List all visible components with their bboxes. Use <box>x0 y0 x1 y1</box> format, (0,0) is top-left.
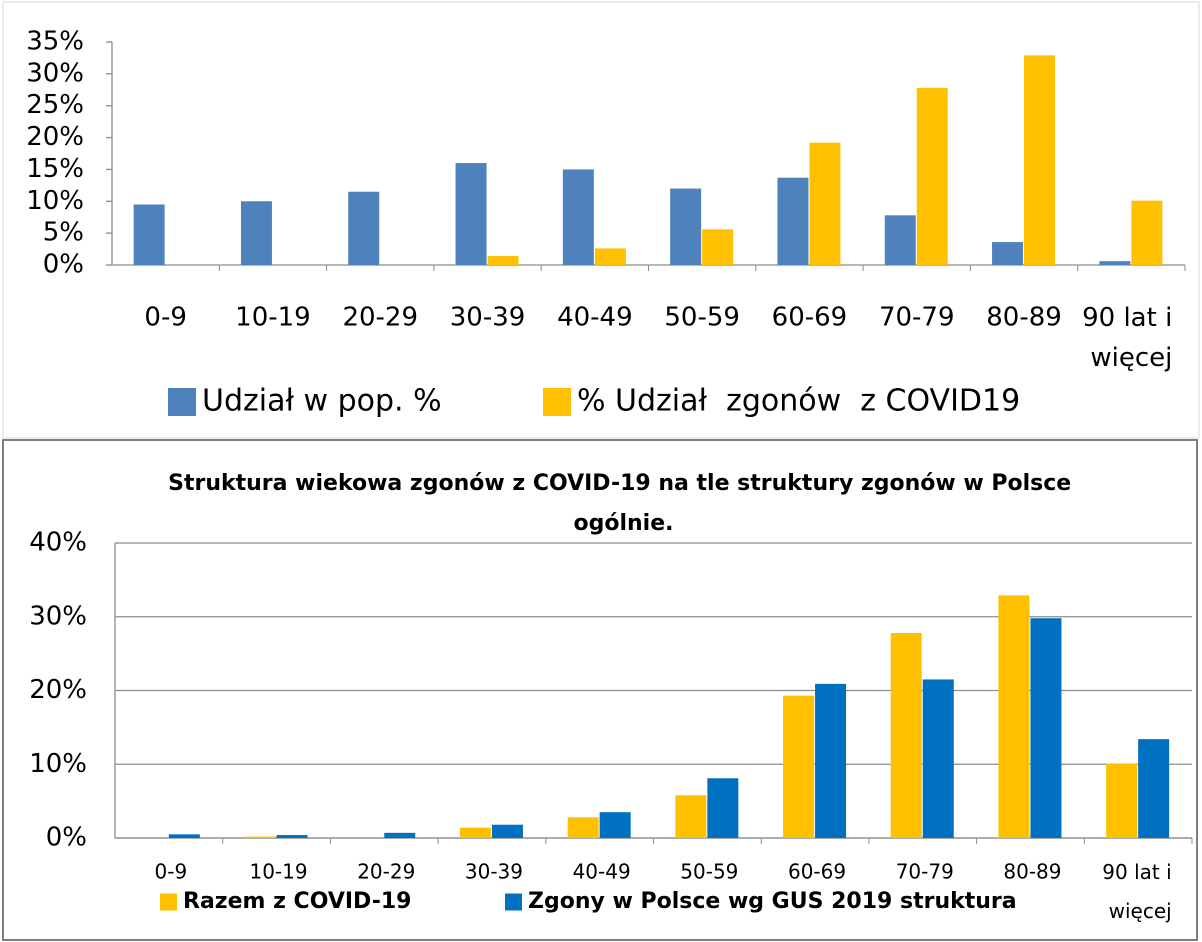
bar <box>890 632 922 838</box>
bar <box>244 836 276 838</box>
bar <box>777 177 809 265</box>
x-tick-label: 50-59 <box>680 860 738 884</box>
bar <box>491 824 523 838</box>
bar <box>1030 618 1062 838</box>
bar <box>992 242 1024 265</box>
bar <box>348 191 380 265</box>
bar <box>707 778 739 838</box>
legend-label: % Udział zgonów z COVID19 <box>577 384 1020 419</box>
legend-swatch <box>160 893 177 911</box>
x-tick-label: 10-19 <box>249 860 307 884</box>
bar <box>384 832 416 838</box>
x-tick-label: 80-89 <box>986 303 1062 333</box>
y-tick-label: 30% <box>29 601 87 631</box>
x-tick-label: 0-9 <box>144 303 186 333</box>
bar <box>998 595 1030 838</box>
bar <box>670 188 702 265</box>
bar <box>702 229 734 265</box>
chart-frame <box>2 1 1200 439</box>
x-tick-label: 60-69 <box>788 860 846 884</box>
bar <box>809 142 841 265</box>
bar <box>1024 55 1056 265</box>
chart-frame <box>2 439 1198 941</box>
bar <box>240 201 272 265</box>
bar <box>916 87 948 265</box>
bar <box>599 812 631 838</box>
x-tick-label: 50-59 <box>664 303 740 333</box>
bar <box>922 679 954 838</box>
x-tick-label: 30-39 <box>465 860 523 884</box>
bar <box>455 163 487 265</box>
bar <box>133 204 165 265</box>
legend-swatch <box>543 388 571 416</box>
y-tick-label: 0% <box>43 250 84 280</box>
x-tick-label: 20-29 <box>342 303 418 333</box>
x-tick-label: 60-69 <box>772 303 848 333</box>
y-tick-label: 20% <box>26 122 84 152</box>
y-tick-label: 10% <box>26 186 84 216</box>
bar <box>1131 200 1163 265</box>
legend-swatch <box>168 388 196 416</box>
y-tick-label: 15% <box>26 154 84 184</box>
x-tick-label: 90 lat i więcej <box>1082 303 1180 373</box>
legend-label: Udział w pop. % <box>202 384 442 419</box>
bar <box>562 169 594 265</box>
chart-title: Struktura wiekowa zgonów z COVID-19 na t… <box>168 471 1079 536</box>
y-tick-label: 35% <box>26 27 84 57</box>
x-tick-label: 10-19 <box>235 303 311 333</box>
x-tick-label: 40-49 <box>573 860 631 884</box>
bar <box>594 248 626 265</box>
y-tick-label: 30% <box>26 58 84 88</box>
x-tick-label: 30-39 <box>450 303 526 333</box>
legend-label: Zgony w Polsce wg GUS 2019 struktura <box>528 889 1017 914</box>
bar <box>1138 739 1170 838</box>
x-tick-label: 70-79 <box>879 303 955 333</box>
bar <box>815 683 847 838</box>
legend-swatch <box>505 893 522 911</box>
y-tick-label: 0% <box>46 823 87 853</box>
x-tick-label: 70-79 <box>896 860 954 884</box>
bar <box>783 695 815 838</box>
y-tick-label: 10% <box>29 749 87 779</box>
bar <box>459 827 491 838</box>
legend-label: Razem z COVID-19 <box>183 889 411 914</box>
bar <box>675 795 707 838</box>
y-tick-label: 40% <box>29 528 87 558</box>
bar <box>1099 261 1131 265</box>
x-tick-label: 80-89 <box>1003 860 1061 884</box>
y-tick-label: 25% <box>26 90 84 120</box>
bar <box>487 256 519 265</box>
bar <box>1106 763 1138 838</box>
bar <box>276 835 308 838</box>
x-tick-label: 0-9 <box>155 860 188 884</box>
y-tick-label: 5% <box>43 218 84 248</box>
bar <box>567 817 599 838</box>
y-tick-label: 20% <box>29 675 87 705</box>
bar <box>884 215 916 265</box>
bar <box>168 834 200 838</box>
x-tick-label: 40-49 <box>557 303 633 333</box>
x-tick-label: 90 lat i więcej <box>1102 860 1178 923</box>
x-tick-label: 20-29 <box>357 860 415 884</box>
